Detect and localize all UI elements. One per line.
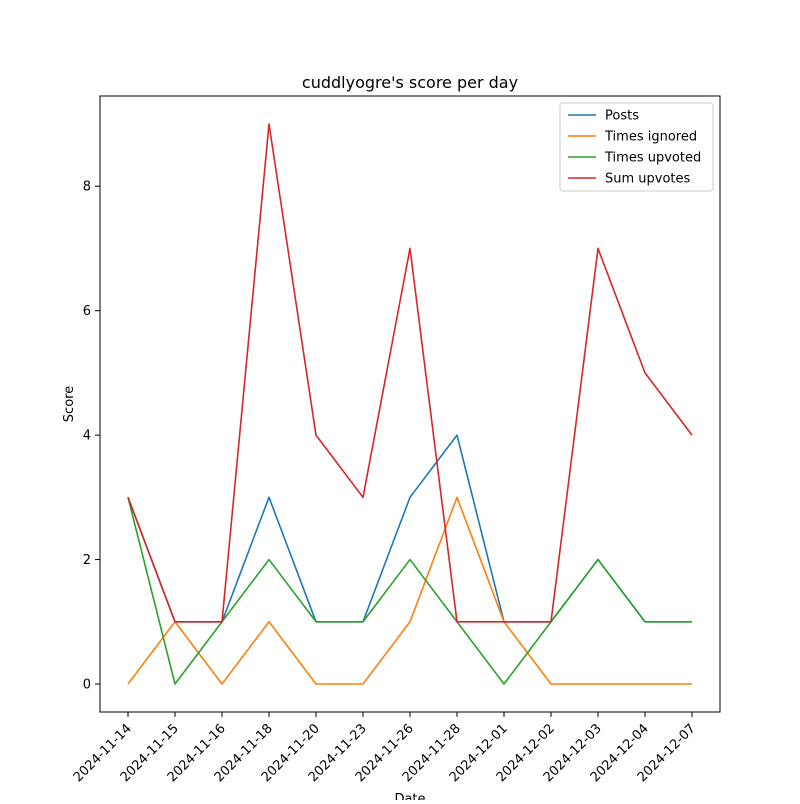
chart-title: cuddlyogre's score per day — [302, 73, 518, 92]
legend-label: Times ignored — [604, 130, 697, 145]
y-tick-label: 2 — [83, 553, 91, 568]
legend-label: Sum upvotes — [605, 172, 691, 187]
legend-box — [559, 102, 714, 192]
plot-frame — [99, 95, 721, 713]
series-line-times-ignored — [127, 496, 692, 685]
legend-label: Posts — [605, 109, 639, 124]
series-line-times-upvoted — [127, 497, 692, 685]
y-axis-label: Score — [62, 386, 77, 422]
x-axis-label: Date — [394, 792, 425, 800]
y-tick-label: 0 — [83, 678, 91, 693]
y-tick-label: 8 — [83, 180, 91, 195]
y-axis: 0 2 4 6 8 — [83, 180, 100, 693]
legend-label: Times upvoted — [604, 151, 701, 166]
series-line-sum-upvotes — [127, 123, 693, 623]
series-group — [127, 123, 693, 685]
legend: Posts Times ignored Times upvoted Sum upvot… — [559, 102, 714, 192]
x-axis: 2024-11-142024-11-152024-11-162024-11-18… — [71, 712, 699, 785]
y-tick-label: 6 — [83, 304, 91, 319]
series-line-posts — [127, 434, 692, 623]
y-tick-label: 4 — [83, 429, 91, 444]
